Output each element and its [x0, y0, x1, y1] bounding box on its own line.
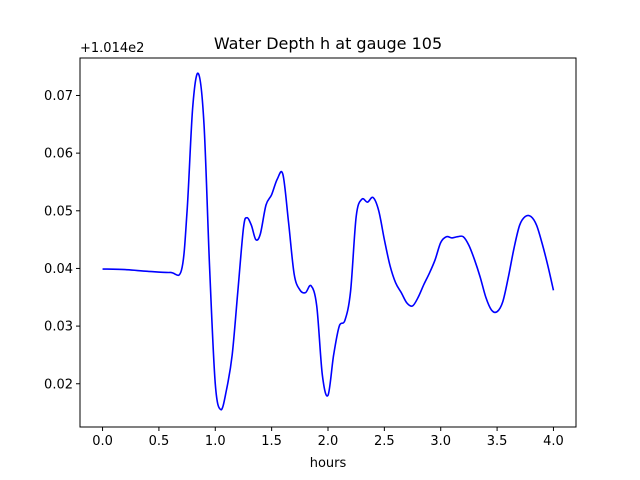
x-tick-label: 2.0: [318, 434, 339, 449]
plot-area: [80, 58, 576, 427]
x-tick-label: 2.5: [374, 434, 395, 449]
y-tick-label: 0.03: [44, 320, 73, 335]
chart-title: Water Depth h at gauge 105: [214, 34, 442, 53]
x-tick-label: 1.5: [261, 434, 282, 449]
series-group: [102, 72, 555, 411]
y-axis-ticks: 0.02 0.03 0.04 0.05 0.06 0.07: [44, 89, 80, 392]
y-tick-label: 0.05: [44, 204, 73, 219]
x-tick-label: 3.5: [487, 434, 508, 449]
x-tick-label: 0.0: [92, 434, 113, 449]
x-tick-label: 4.0: [543, 434, 564, 449]
series-line: [102, 72, 555, 411]
x-tick-label: 1.0: [205, 434, 226, 449]
x-axis-label: hours: [310, 456, 347, 471]
y-tick-label: 0.04: [44, 262, 73, 277]
plot-frame: [79, 57, 577, 428]
x-tick-label: 3.0: [430, 434, 451, 449]
y-tick-label: 0.02: [44, 377, 73, 392]
y-offset-label: +1.014e2: [80, 41, 144, 56]
y-tick-label: 0.07: [44, 89, 73, 104]
x-axis-ticks: 0.0 0.5 1.0 1.5 2.0 2.5 3.0 3.5 4.0: [92, 427, 564, 449]
x-tick-label: 0.5: [149, 434, 170, 449]
y-tick-label: 0.06: [44, 147, 73, 162]
